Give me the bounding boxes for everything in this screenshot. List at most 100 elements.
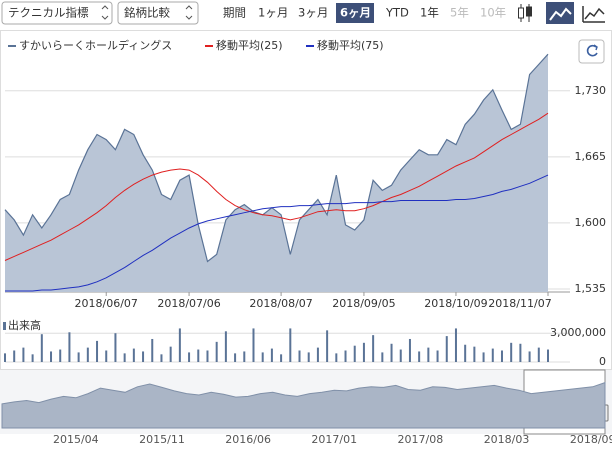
y-tick-label: 3,000,000 (550, 326, 606, 339)
dropdown-arrow (101, 5, 109, 20)
volume-bar (326, 330, 329, 362)
volume-bar (252, 328, 255, 362)
volume-bar (454, 328, 457, 362)
series-line (4, 112, 549, 261)
x-tick-label: 2018/11/07 (488, 297, 551, 310)
y-tick-label: 1,600 (575, 216, 607, 229)
volume-bar (316, 347, 319, 362)
mountain-icon[interactable] (582, 6, 605, 23)
series-line (4, 53, 549, 263)
volume-bar (528, 351, 531, 362)
volume-bar (408, 338, 411, 362)
volume-bar (13, 350, 16, 362)
period-button: 5年 (450, 6, 469, 20)
volume-bar (31, 354, 34, 362)
volume-bar (132, 348, 135, 362)
volume-bar (298, 350, 301, 362)
period-button: 10年 (480, 6, 506, 20)
volume-bar (105, 350, 108, 362)
x-tick-label: 2018/06/07 (75, 297, 138, 310)
volume-bar (280, 354, 283, 362)
volume-bar (344, 350, 347, 362)
compare-button[interactable] (117, 1, 199, 25)
volume-bar (353, 345, 356, 362)
volume-bar (500, 350, 503, 362)
candle-icon[interactable] (518, 4, 532, 22)
navigator-label: 2018/09 (570, 433, 612, 446)
volume-bar (123, 353, 126, 362)
volume-bar (510, 342, 513, 362)
refresh-icon (586, 44, 598, 57)
x-tick-label: 2018/08/07 (249, 297, 312, 310)
volume-bar (169, 346, 172, 362)
refresh-button[interactable] (578, 39, 605, 64)
volume-title: 出来高 (8, 318, 41, 332)
volume-bar (77, 352, 80, 362)
volume-bar (519, 343, 522, 362)
dropdown-arrow (185, 5, 193, 20)
period-button[interactable]: 3ヶ月 (298, 6, 328, 20)
navigator-label: 2017/08 (398, 433, 444, 446)
line-icon (549, 7, 572, 21)
volume-bar (142, 351, 145, 362)
volume-bar (261, 352, 264, 362)
period-button[interactable]: YTD (385, 6, 409, 20)
y-tick-label: 1,665 (575, 150, 607, 163)
refresh-arrow (593, 44, 598, 51)
volume-bar (436, 350, 439, 362)
volume-bar (114, 333, 117, 362)
volume-bar (491, 348, 494, 362)
volume-bar (427, 347, 430, 362)
volume-bar (547, 349, 549, 362)
navigator-label: 2016/06 (225, 433, 271, 446)
volume-bar (289, 328, 292, 362)
volume-bar (50, 351, 53, 362)
volume-bar (4, 353, 6, 362)
indicator-button[interactable] (1, 1, 113, 25)
volume-bar (40, 334, 43, 362)
legend-label: 移動平均(25) (216, 38, 283, 52)
volume-bar (464, 344, 467, 362)
volume-bar (188, 352, 191, 362)
x-tick-label: 2018/10/09 (424, 297, 487, 310)
navigator-label: 2018/03 (484, 433, 530, 446)
volume-bar (307, 352, 310, 362)
volume-bar (243, 351, 246, 362)
volume-bar (197, 349, 200, 362)
volume-bar (418, 351, 421, 362)
y-tick-label: 1,730 (575, 84, 607, 97)
navigator-label: 2015/04 (53, 433, 99, 446)
line-icon-selected[interactable] (546, 2, 574, 24)
volume-bar (390, 343, 393, 362)
period-button[interactable]: 1ヶ月 (258, 6, 288, 20)
y-tick-label: 1,535 (575, 282, 607, 295)
period-button[interactable]: 6ヶ月 (340, 6, 371, 20)
volume-bar (178, 328, 181, 362)
volume-bar (86, 347, 89, 362)
navigator-label: 2015/11 (139, 433, 185, 446)
volume-bar (270, 348, 273, 362)
navigator-label: 2017/01 (311, 433, 357, 446)
indicator-label[interactable]: テクニカル指標 (8, 6, 89, 20)
volume-bar (22, 347, 25, 362)
compare-label[interactable]: 銘柄比較 (124, 6, 170, 20)
volume-bar (537, 347, 540, 362)
chart-type-icons (518, 2, 605, 24)
volume-bar (215, 341, 218, 362)
volume-bar (68, 332, 71, 362)
period-button[interactable]: 1年 (420, 6, 439, 20)
volume-bar (224, 331, 227, 362)
period-selected-bg (336, 3, 374, 23)
volume-bar (206, 350, 209, 362)
volume-bar (445, 336, 448, 362)
price-area (5, 54, 548, 293)
period-label: 期間 (223, 6, 246, 20)
volume-bar (372, 335, 375, 362)
volume-bar (160, 354, 163, 362)
volume-bar (362, 342, 365, 362)
volume-bar (96, 340, 99, 362)
volume-bar (234, 353, 237, 362)
series-line (5, 174, 549, 292)
legend-label: 移動平均(75) (317, 38, 384, 52)
